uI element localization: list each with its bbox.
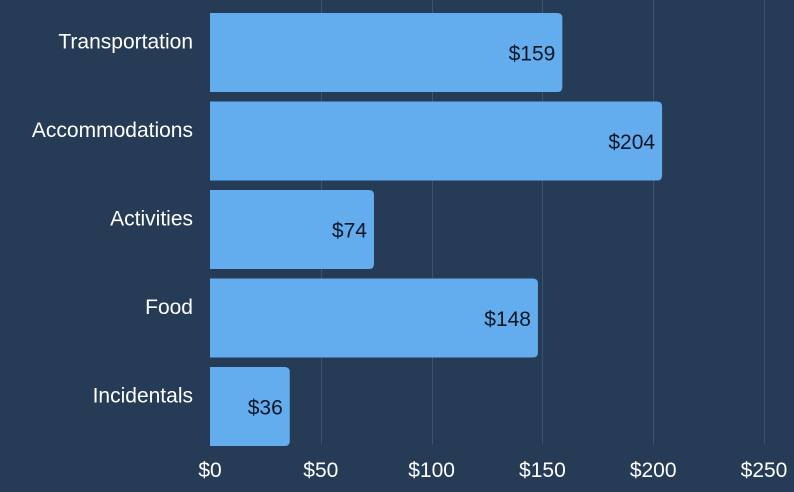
bar: [210, 13, 563, 92]
bar-value-label: $74: [332, 220, 367, 243]
category-label: Transportation: [58, 31, 193, 54]
bar: [210, 367, 290, 446]
x-tick-label: $250: [741, 459, 788, 482]
category-label: Accommodations: [32, 119, 193, 142]
bar-value-label: $36: [248, 397, 283, 420]
x-tick-label: $150: [519, 459, 566, 482]
x-axis-ticks: $0 $50 $100 $150 $200 $250: [198, 459, 787, 482]
bars: $159 $204 $74 $148 $36: [210, 13, 663, 446]
x-tick-label: $0: [198, 459, 221, 482]
category-labels: Transportation Accommodations Activities Fo…: [32, 31, 193, 408]
bar-value-label: $204: [608, 131, 655, 154]
category-label: Food: [145, 296, 193, 319]
bar-value-label: $148: [484, 308, 531, 331]
bar: [210, 101, 663, 181]
x-tick-label: $50: [303, 459, 338, 482]
x-tick-label: $200: [630, 459, 677, 482]
x-tick-label: $100: [408, 459, 455, 482]
bar: [210, 190, 374, 269]
bar: [210, 278, 538, 358]
category-label: Incidentals: [93, 385, 193, 408]
bar-value-label: $159: [509, 43, 556, 66]
category-label: Activities: [110, 208, 193, 231]
